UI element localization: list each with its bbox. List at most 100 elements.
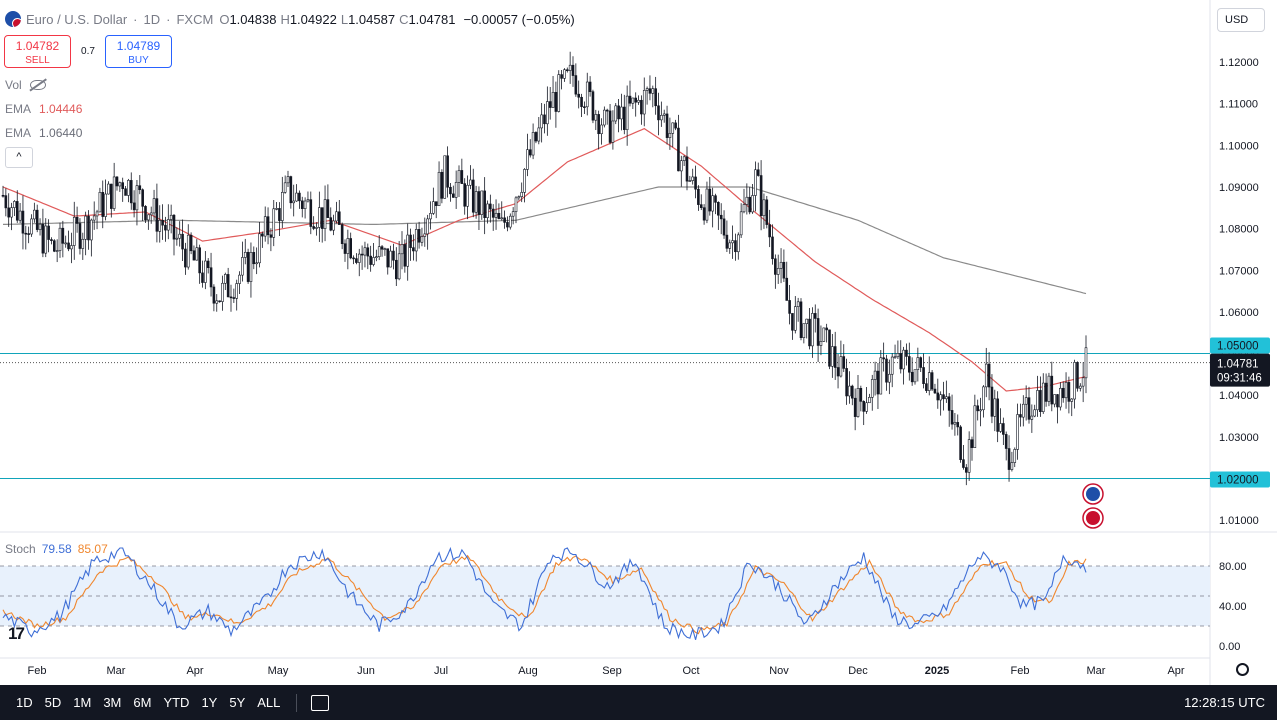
candle-body [87, 215, 90, 241]
candle-body [480, 190, 484, 215]
candle-body [583, 106, 586, 108]
candle-body [796, 301, 800, 307]
tradingview-logo[interactable]: 17 [8, 624, 25, 643]
y-tick-label: 1.03000 [1219, 432, 1259, 444]
ema-slow-legend[interactable]: EMA 1.06440 [5, 126, 82, 140]
x-tick-label: May [268, 665, 289, 677]
timeframe-button[interactable]: 1D [16, 695, 33, 710]
chart-canvas[interactable]: 80.00 40.00 0.00 1.12000 1.11000 1.10000 1.09… [0, 0, 1277, 685]
currency-button[interactable]: USD [1217, 8, 1265, 32]
ema-slow-value: 1.06440 [39, 126, 83, 140]
timeframe-button[interactable]: 3M [103, 695, 122, 710]
ema-fast-label: EMA [5, 102, 32, 116]
candle-body [469, 179, 472, 186]
candle-body [50, 239, 53, 241]
candle-body [337, 211, 341, 225]
candle-body [226, 274, 230, 298]
candle-body [885, 358, 888, 383]
timeframe-button[interactable]: YTD [163, 695, 190, 710]
candle-body [825, 327, 828, 331]
level-low-tag [1210, 471, 1270, 488]
candle-body [705, 188, 709, 221]
candle-body [10, 207, 13, 218]
candle-body [1021, 403, 1025, 418]
vol-legend[interactable]: Vol [5, 78, 46, 92]
candle-body [691, 176, 695, 181]
timeframe-button[interactable]: 6M [133, 695, 152, 710]
sell-button[interactable]: 1.04782 SELL [4, 35, 71, 68]
collapse-legend-button[interactable]: ^ [5, 147, 33, 168]
candle-body [292, 200, 296, 204]
ema-fast-line [2, 127, 1087, 392]
stoch-legend[interactable]: Stoch 79.58 85.07 [5, 542, 108, 556]
countdown-tag-text: 09:31:46 [1217, 373, 1262, 385]
candle-body [1033, 409, 1036, 417]
candle-body [930, 372, 934, 390]
candle-body [249, 252, 253, 282]
candle-body [454, 182, 458, 198]
candle-body [67, 242, 70, 250]
candle-body [486, 203, 489, 218]
timeframe-button[interactable]: ALL [257, 695, 281, 710]
candle-body [375, 256, 378, 258]
buy-button[interactable]: 1.04789 BUY [105, 35, 172, 68]
y-tick-label: 1.11000 [1219, 99, 1258, 111]
hidden-eye-icon[interactable] [29, 80, 46, 90]
candle-body [366, 247, 370, 257]
y-tick-label: 1.09000 [1219, 182, 1259, 194]
candle-body [1079, 385, 1082, 389]
candle-body [186, 234, 190, 268]
candle-body [888, 373, 891, 383]
candle-body [896, 353, 900, 358]
symbol-name[interactable]: Euro / U.S. Dollar [26, 11, 128, 27]
candle-body [494, 212, 498, 218]
timeframe-button[interactable]: 5D [44, 695, 62, 710]
calendar-icon[interactable] [311, 694, 330, 711]
horizontal-levels[interactable] [0, 353, 1210, 479]
ema-fast-legend[interactable]: EMA 1.04446 [5, 102, 82, 116]
candle-body [252, 252, 256, 265]
candle-body [437, 171, 441, 206]
y-tick-label: 1.04000 [1219, 390, 1259, 402]
x-tick-label: Feb [1011, 665, 1030, 677]
ema-lines [2, 127, 1087, 392]
candle-body [568, 64, 572, 71]
candle-body [890, 356, 894, 375]
utc-clock[interactable]: 12:28:15 UTC [1184, 695, 1265, 710]
candle-body [551, 91, 555, 108]
buy-label: BUY [128, 55, 149, 66]
timeframe-button[interactable]: 5Y [229, 695, 246, 710]
candle-body [956, 422, 960, 428]
candle-body [386, 248, 390, 268]
candle-body [768, 224, 771, 238]
candle-body [167, 219, 170, 231]
candle-body [571, 64, 575, 76]
candle-body [859, 387, 863, 402]
candle-body [919, 357, 923, 368]
candle-body [326, 199, 330, 218]
candle-body [1081, 377, 1085, 387]
timeframe-button[interactable]: 1M [73, 695, 92, 710]
gear-icon[interactable] [1236, 663, 1249, 676]
candle-body [793, 306, 797, 331]
candle-body [677, 127, 680, 172]
timeframe-button[interactable]: 1Y [201, 695, 218, 710]
candle-body [833, 346, 837, 368]
symbol-interval[interactable]: 1D [143, 11, 161, 27]
candle-body [816, 318, 820, 346]
candle-body [489, 203, 492, 210]
candle-body [178, 233, 181, 239]
candle-body [736, 234, 740, 253]
candle-body [235, 283, 238, 299]
candle-body [360, 253, 364, 256]
last-price-tag [1210, 353, 1270, 387]
candle-body [491, 208, 495, 218]
candle-body [52, 240, 56, 252]
candle-body [152, 198, 156, 214]
candle-body [92, 215, 96, 221]
candle-body [295, 192, 298, 202]
candle-body [603, 109, 606, 126]
candle-body [246, 251, 250, 282]
candle-body [694, 176, 697, 190]
candle-body [1041, 382, 1045, 412]
